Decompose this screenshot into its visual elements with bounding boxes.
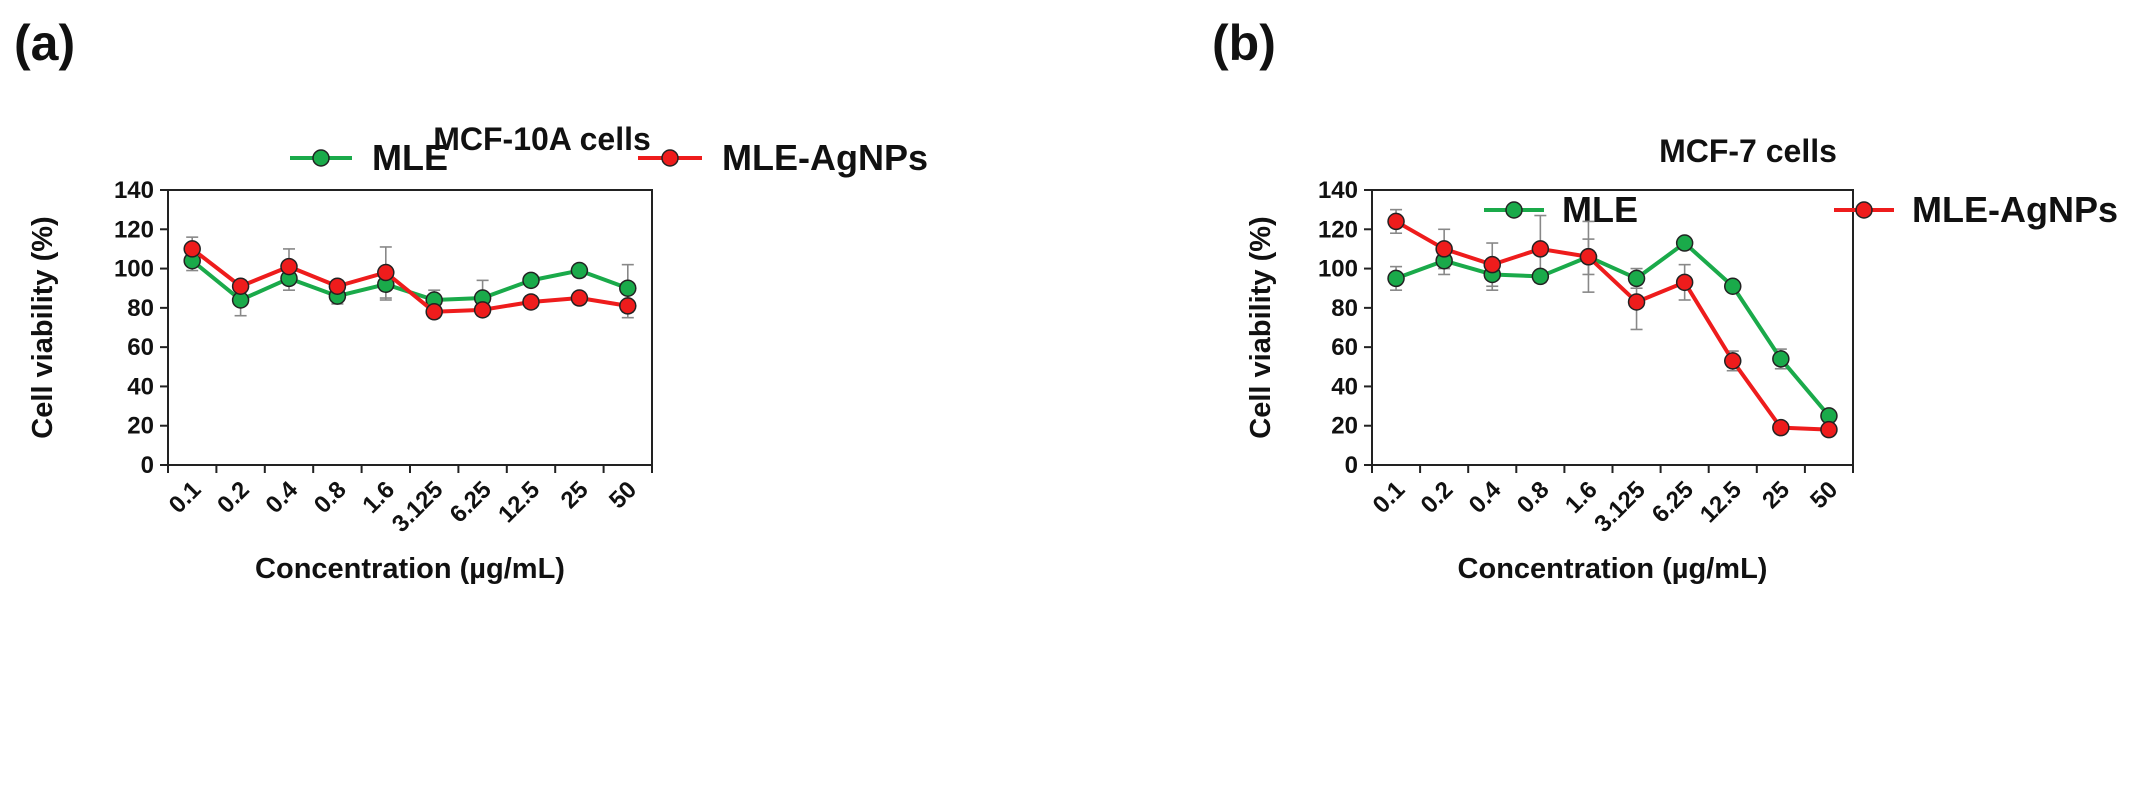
panel-b-x-tick-label: 6.25 xyxy=(1647,476,1699,528)
panel-a-x-tick-label: 25 xyxy=(556,476,594,514)
panel-b-point-mle-agnps xyxy=(1531,240,1550,258)
panel-b-y-tick-label: 100 xyxy=(1318,256,1358,283)
panel-a-x-tick-label: 0.4 xyxy=(261,476,304,519)
panel-a-y-tick-label: 80 xyxy=(127,295,154,322)
panel-a-x-tick-label: 3.125 xyxy=(387,476,449,538)
panel-b-series-line-mle-agnps xyxy=(1395,219,1830,432)
panel-a-y-tick-label: 20 xyxy=(127,413,154,440)
panel-b-point-mle-agnps xyxy=(1387,212,1405,231)
panel-a-point-mle-agnps xyxy=(425,303,443,321)
panel-b-series-line-mle xyxy=(1395,241,1831,418)
panel-a-x-tick-label: 0.8 xyxy=(309,476,352,519)
panel-b-x-axis-title: Concentration (µg/mL) xyxy=(1458,553,1768,585)
panel-a-plot-frame xyxy=(167,189,653,466)
panel-b-point-mle-agnps xyxy=(1820,420,1838,439)
panel-a-x-tick-label: 0.2 xyxy=(212,476,255,519)
panel-b-y-tick-label: 120 xyxy=(1318,216,1358,243)
panel-a-y-tick-label: 60 xyxy=(127,334,154,361)
panel-a-point-mle-agnps xyxy=(328,277,347,295)
panel-b-x-tick-label: 3.125 xyxy=(1589,476,1651,538)
panel-a-label: (a) xyxy=(14,15,75,71)
panel-b-x-tick-label: 0.1 xyxy=(1368,476,1411,519)
panel-b-y-axis-title: Cell viability (%) xyxy=(1245,216,1277,438)
panel-b-point-mle-agnps xyxy=(1627,293,1646,311)
panel-b-point-mle-agnps xyxy=(1579,248,1598,266)
panel-b-y-tick-label: 20 xyxy=(1331,413,1358,440)
panel-b-legend-label: MLE-AgNPs xyxy=(1912,189,2118,230)
panel-a-x-tick-label: 50 xyxy=(604,476,642,514)
panel-b-title: MCF-7 cells xyxy=(1659,133,1837,169)
panel-b-point-mle-agnps xyxy=(1435,240,1453,258)
panel-b-point-mle xyxy=(1531,267,1550,286)
panel-a-y-tick-label: 100 xyxy=(114,256,154,283)
panel-a-legend-marker xyxy=(312,149,330,167)
panel-a-point-mle xyxy=(522,271,540,290)
panel-b-point-mle xyxy=(1387,269,1405,288)
panel-b-y-tick-label: 40 xyxy=(1331,373,1358,400)
panel-b-point-mle xyxy=(1675,234,1694,252)
panel-b-y-tick-label: 140 xyxy=(1318,177,1358,204)
panel-a-y-tick-label: 140 xyxy=(114,177,154,204)
panel-a-y-tick-label: 0 xyxy=(141,452,154,479)
panel-a-point-mle-agnps xyxy=(183,240,201,258)
panel-a-x-axis-title: Concentration (µg/mL) xyxy=(255,553,565,585)
panel-a-x-tick-label: 0.1 xyxy=(164,476,207,519)
panel-b-legend-marker xyxy=(1855,201,1873,219)
panel-a-point-mle-agnps xyxy=(522,293,540,311)
panel-b-x-tick-label: 50 xyxy=(1805,476,1843,514)
panel-a-point-mle-agnps xyxy=(280,257,298,276)
panel-a-point-mle-agnps xyxy=(619,297,637,315)
panel-b-point-mle-agnps xyxy=(1675,273,1694,292)
panel-b-point-mle xyxy=(1772,350,1790,368)
panel-b-x-tick-label: 0.2 xyxy=(1416,476,1459,519)
panel-b-legend-marker xyxy=(1505,201,1523,219)
panel-a-y-tick-label: 120 xyxy=(114,216,154,243)
panel-b-x-tick-label: 0.4 xyxy=(1464,476,1507,519)
panel-a-point-mle-agnps xyxy=(377,263,395,282)
panel-a-y-axis-title: Cell viability (%) xyxy=(27,216,59,438)
panel-a-legend-marker xyxy=(661,149,679,167)
panel-b-point-mle xyxy=(1724,277,1742,295)
panel-a-x-tick-label: 6.25 xyxy=(445,476,497,528)
panel-a-point-mle-agnps xyxy=(473,301,492,319)
panel-b-point-mle-agnps xyxy=(1483,255,1501,274)
panel-b-point-mle-agnps xyxy=(1724,352,1742,370)
panel-a-legend-label: MLE-AgNPs xyxy=(722,137,928,178)
panel-a-series-line-mle-agnps xyxy=(190,247,629,314)
panel-b-y-tick-label: 80 xyxy=(1331,295,1358,322)
panel-b-point-mle xyxy=(1627,269,1646,288)
panel-b-x-tick-label: 0.8 xyxy=(1512,476,1555,519)
panel-a-point-mle xyxy=(619,279,637,297)
panel-b-x-tick-label: 12.5 xyxy=(1695,476,1747,528)
panel-b-x-tick-label: 25 xyxy=(1757,476,1795,514)
panel-b-y-tick-label: 60 xyxy=(1331,334,1358,361)
panel-a-point-mle-agnps xyxy=(231,277,250,295)
panel-a-legend-label: MLE xyxy=(372,137,448,178)
panel-b-label: (b) xyxy=(1212,15,1276,71)
panel-a-point-mle-agnps xyxy=(570,289,589,307)
panel-a-point-mle xyxy=(570,261,589,280)
panel-b-point-mle-agnps xyxy=(1772,418,1790,437)
panel-b-y-tick-label: 0 xyxy=(1345,452,1358,479)
panel-a-x-tick-label: 12.5 xyxy=(493,476,545,528)
panel-b-legend-label: MLE xyxy=(1562,189,1638,230)
panel-a-y-tick-label: 40 xyxy=(127,373,154,400)
panel-a-title: MCF-10A cells xyxy=(433,121,651,157)
